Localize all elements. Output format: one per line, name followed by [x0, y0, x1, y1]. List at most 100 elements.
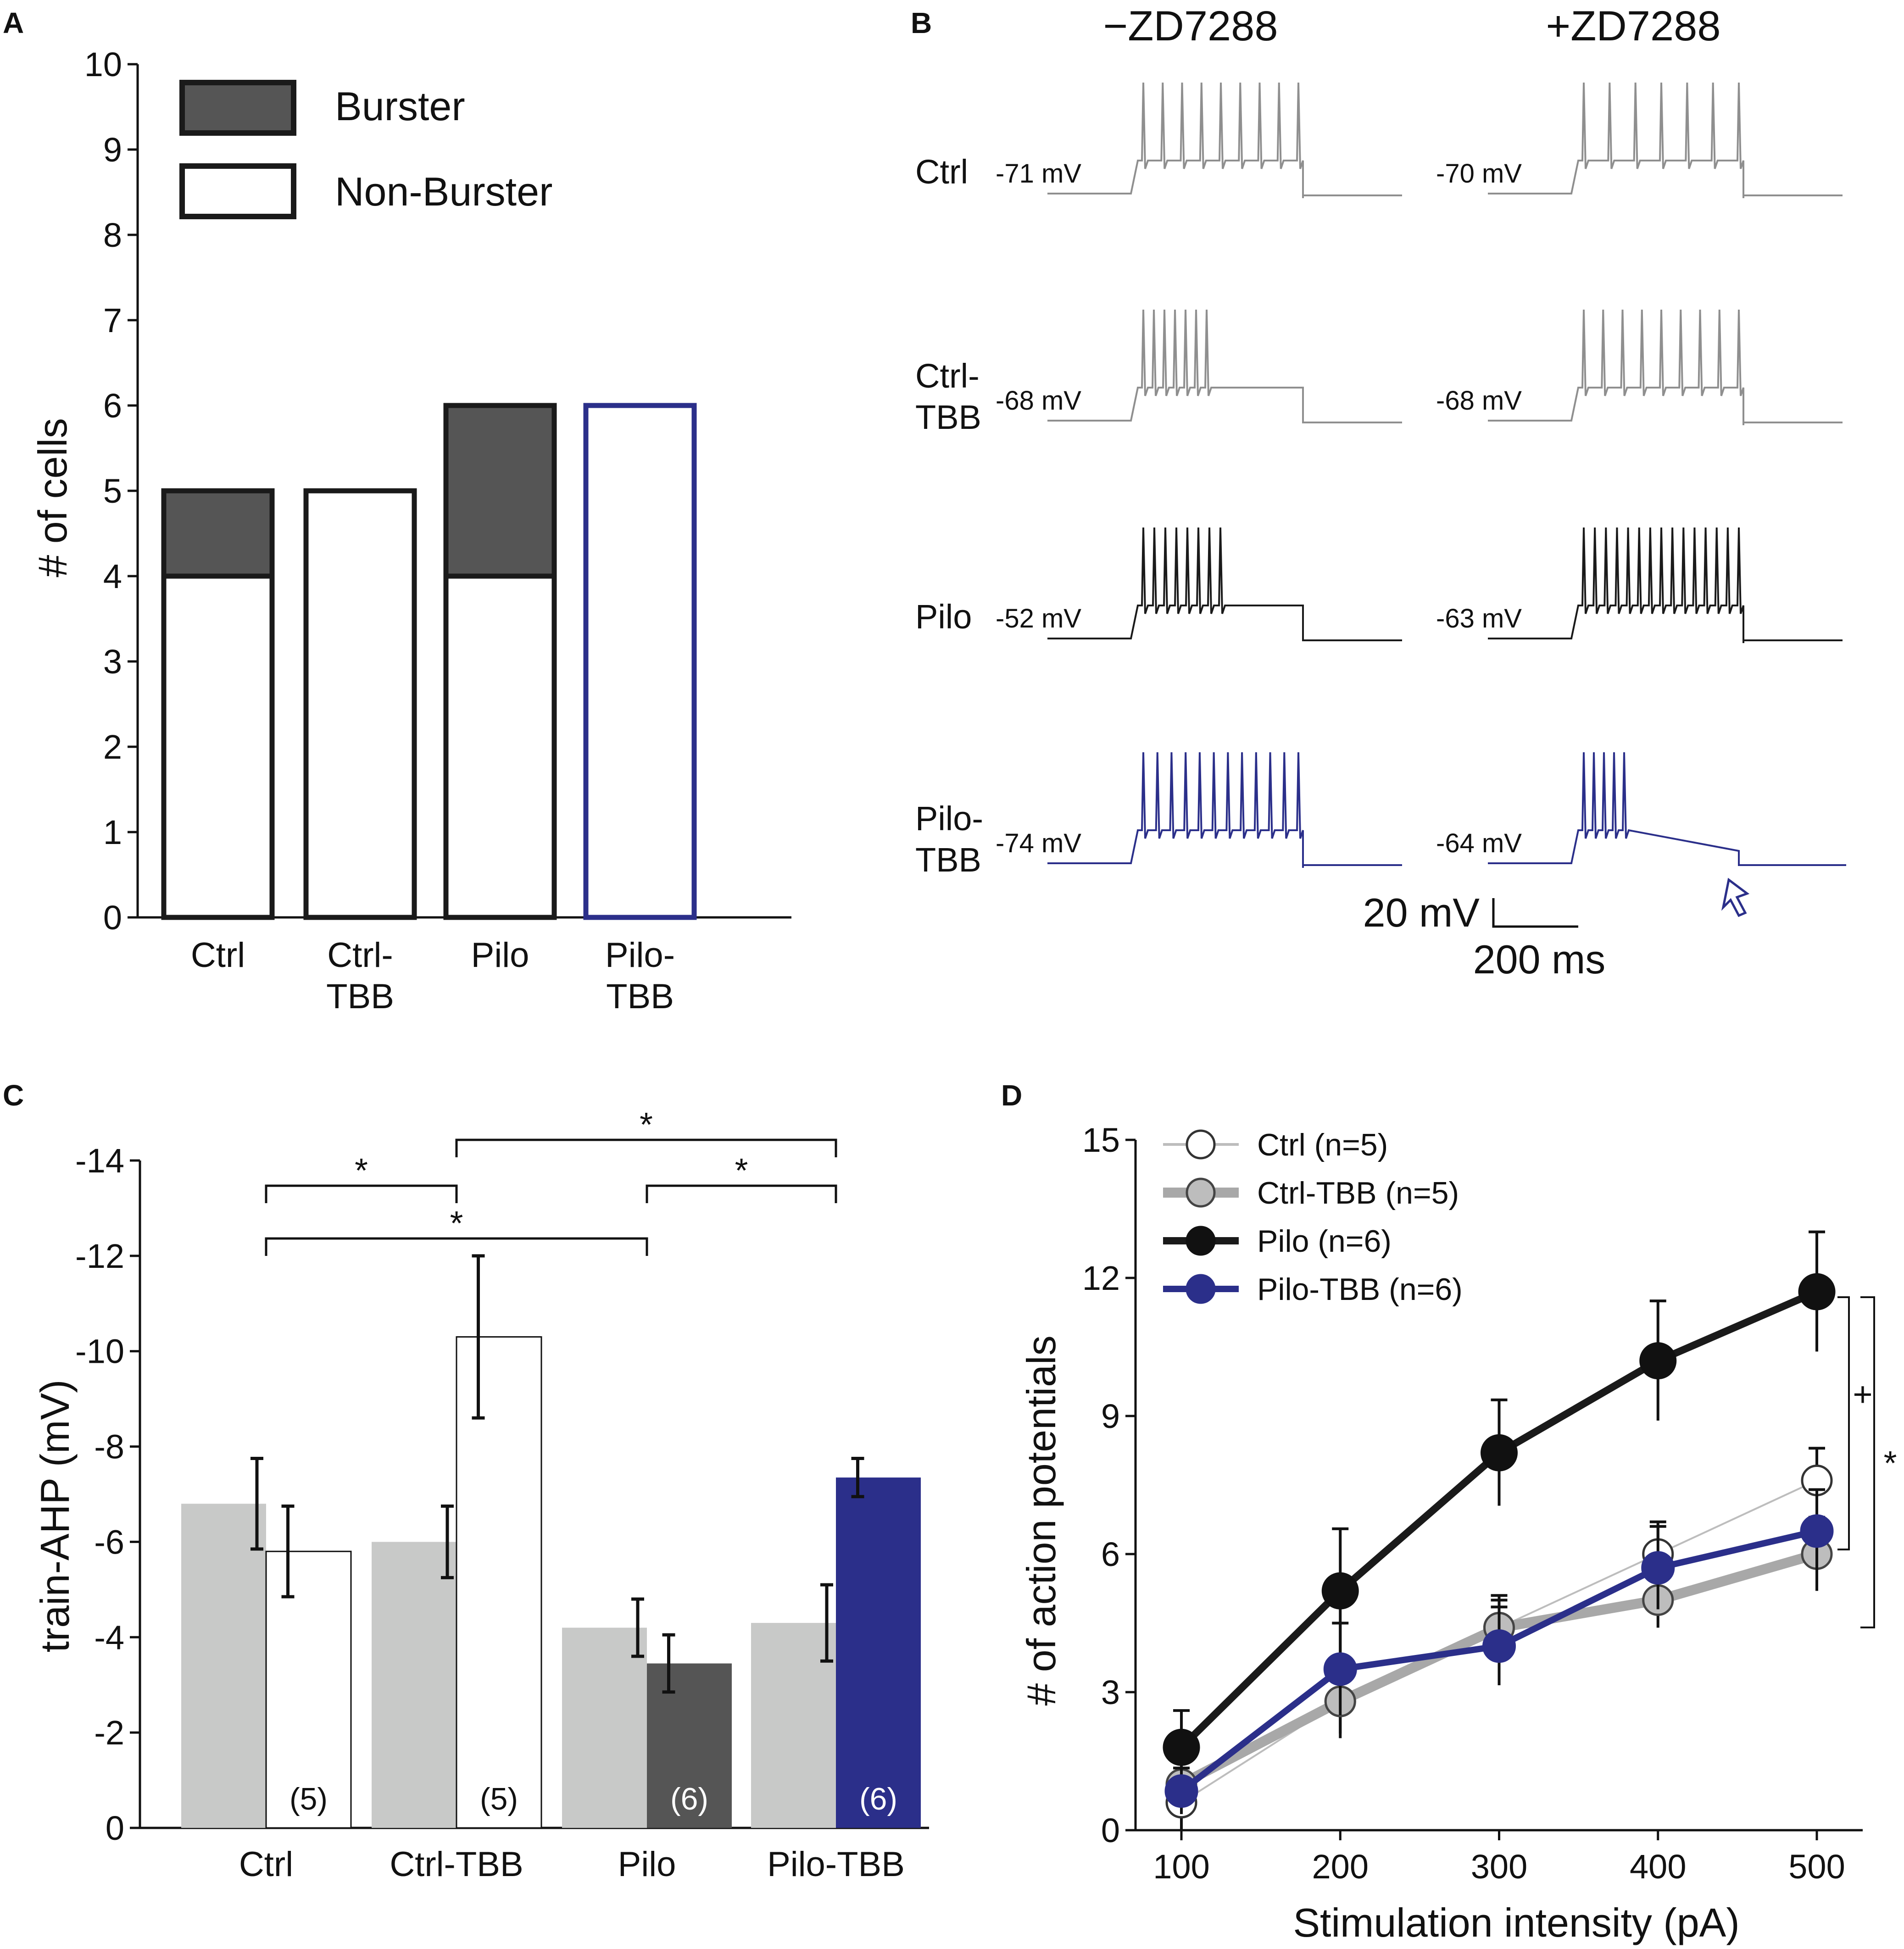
resting-potential-label: -74 mV — [996, 828, 1081, 858]
panel-c-letter: C — [3, 1079, 24, 1112]
voltage-trace — [1488, 309, 1843, 425]
data-point — [1798, 1273, 1836, 1310]
legend-marker — [1186, 1226, 1216, 1256]
n-label: (6) — [859, 1782, 897, 1816]
trace-row-label: Pilo- — [915, 800, 983, 838]
trace-row-label: Pilo — [915, 598, 972, 636]
bar-minus-zd7288 — [751, 1623, 836, 1828]
resting-potential-label: -71 mV — [996, 159, 1081, 189]
legend-label: Pilo (n=6) — [1257, 1224, 1392, 1259]
panel-d-xlabel: Stimulation intensity (pA) — [1293, 1900, 1739, 1945]
panel-c-bars: (5) (5) (6) (6) — [181, 1254, 921, 1829]
y-tick-label: -10 — [75, 1333, 124, 1371]
data-point — [1482, 1629, 1516, 1663]
panel-c-ylabel: train-AHP (mV) — [32, 1380, 78, 1653]
significance-star: * — [355, 1151, 368, 1189]
voltage-trace — [1488, 527, 1843, 643]
y-tick-label: 8 — [103, 216, 122, 254]
bar-plus-zd7288 — [265, 1550, 352, 1829]
data-point — [1323, 1652, 1357, 1686]
y-tick-label: 9 — [103, 131, 122, 169]
significance-star: * — [640, 1105, 653, 1144]
x-category-label: Ctrl- — [327, 936, 393, 975]
bar-plus-zd7288 — [456, 1336, 542, 1829]
bar-minus-zd7288 — [181, 1504, 266, 1828]
x-category-label: Ctrl-TBB — [390, 1845, 523, 1884]
legend-swatch-burster — [179, 80, 296, 136]
y-tick-label: 2 — [103, 728, 122, 766]
legend-swatch-non-burster — [179, 163, 296, 219]
scale-bar: 20 mV 200 ms — [1363, 890, 1606, 982]
voltage-trace — [1047, 752, 1402, 868]
voltage-trace — [1047, 527, 1402, 641]
bar-burster — [443, 403, 557, 579]
panel-d-series — [1163, 1230, 1836, 1830]
bar-plus-zd7288 — [836, 1477, 921, 1828]
voltage-trace — [1047, 82, 1402, 198]
x-category-label: Pilo — [471, 936, 529, 975]
y-tick-label: 7 — [103, 301, 122, 339]
y-tick-label: -4 — [94, 1618, 124, 1656]
n-label: (6) — [670, 1782, 708, 1816]
legend-label-burster: Burster — [335, 83, 465, 129]
legend-label: Ctrl-TBB (n=5) — [1257, 1176, 1459, 1210]
panel-c-axes: 0 -2 -4 -6 -8 -10 -12 -14 Ctrl Ctrl-TBB Pilo Pilo-T… — [75, 1142, 929, 1884]
x-category-label: Ctrl — [239, 1845, 293, 1884]
x-tick-label: 400 — [1630, 1848, 1686, 1886]
y-tick-label: 0 — [106, 1809, 124, 1847]
y-tick-label: 12 — [1082, 1259, 1120, 1297]
x-tick-label: 200 — [1312, 1848, 1369, 1886]
data-point — [1163, 1728, 1200, 1766]
panel-d: D # of action potentials Stimulation int… — [1001, 1079, 1897, 1945]
x-tick-label: 500 — [1788, 1848, 1845, 1886]
y-tick-label: 1 — [103, 813, 122, 851]
y-tick-label: 0 — [103, 899, 122, 937]
data-point — [1639, 1342, 1677, 1380]
y-tick-label: 3 — [103, 643, 122, 681]
trace-row-label: Ctrl- — [915, 357, 980, 395]
panel-b-letter: B — [911, 6, 932, 39]
panel-d-legend: Ctrl (n=5) Ctrl-TBB (n=5) Pilo (n=6) Pilo-T… — [1163, 1127, 1463, 1307]
trace-row-label: TBB — [915, 398, 981, 436]
panel-a-legend: Burster Non-Burster — [179, 80, 552, 219]
bar-non-burster — [161, 573, 275, 920]
panel-a-bars — [161, 403, 697, 920]
x-category-label: Ctrl — [191, 936, 245, 975]
x-category-label: TBB — [326, 977, 394, 1016]
data-point — [1321, 1572, 1359, 1610]
voltage-trace — [1488, 82, 1843, 198]
scale-bar-voltage-label: 20 mV — [1363, 890, 1480, 935]
y-tick-label: 15 — [1082, 1121, 1120, 1159]
y-tick-label: 0 — [1101, 1811, 1120, 1849]
bar-minus-zd7288 — [562, 1627, 647, 1828]
x-tick-label: 100 — [1153, 1848, 1209, 1886]
significance-bracket — [265, 1184, 458, 1203]
x-category-label: Pilo-TBB — [767, 1845, 905, 1884]
bar-non-burster — [583, 403, 697, 920]
resting-potential-label: -52 mV — [996, 604, 1081, 633]
y-tick-label: 9 — [1101, 1397, 1120, 1435]
significance-bracket — [455, 1138, 837, 1157]
legend-label-non-burster: Non-Burster — [335, 169, 552, 214]
panel-d-ylabel: # of action potentials — [1019, 1335, 1064, 1705]
legend-marker — [1186, 1274, 1216, 1304]
legend-marker — [1186, 1177, 1216, 1208]
data-point — [1481, 1434, 1518, 1471]
scale-bar-lines — [1492, 898, 1578, 928]
x-category-label: Pilo- — [605, 936, 675, 975]
significance-star: * — [450, 1204, 463, 1242]
voltage-trace — [1047, 309, 1402, 423]
y-tick-label: -12 — [75, 1237, 124, 1275]
panel-d-letter: D — [1001, 1079, 1022, 1112]
data-point — [1800, 1514, 1834, 1548]
panel-c: C train-AHP (mV) 0 -2 -4 -6 -8 -10 -12 -14 Ctrl C… — [3, 1079, 929, 1884]
data-point — [1164, 1774, 1198, 1808]
resting-potential-label: -64 mV — [1436, 828, 1522, 858]
trace-row-label: TBB — [915, 841, 981, 879]
legend-label: Pilo-TBB (n=6) — [1257, 1272, 1463, 1307]
bar-burster — [161, 488, 275, 579]
panel-c-significance: * * * * — [265, 1105, 837, 1256]
bar-minus-zd7288 — [372, 1542, 457, 1828]
